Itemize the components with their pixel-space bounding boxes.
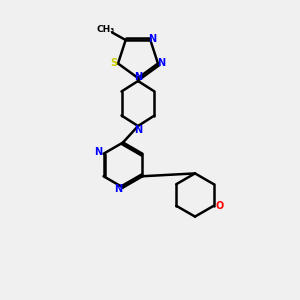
Text: N: N <box>114 184 123 194</box>
Text: N: N <box>157 58 165 68</box>
Text: N: N <box>134 72 142 82</box>
Text: CH₃: CH₃ <box>96 25 115 34</box>
Text: N: N <box>134 124 142 135</box>
Text: N: N <box>94 147 102 157</box>
Text: N: N <box>148 34 156 44</box>
Text: S: S <box>110 58 117 68</box>
Text: O: O <box>216 201 224 211</box>
